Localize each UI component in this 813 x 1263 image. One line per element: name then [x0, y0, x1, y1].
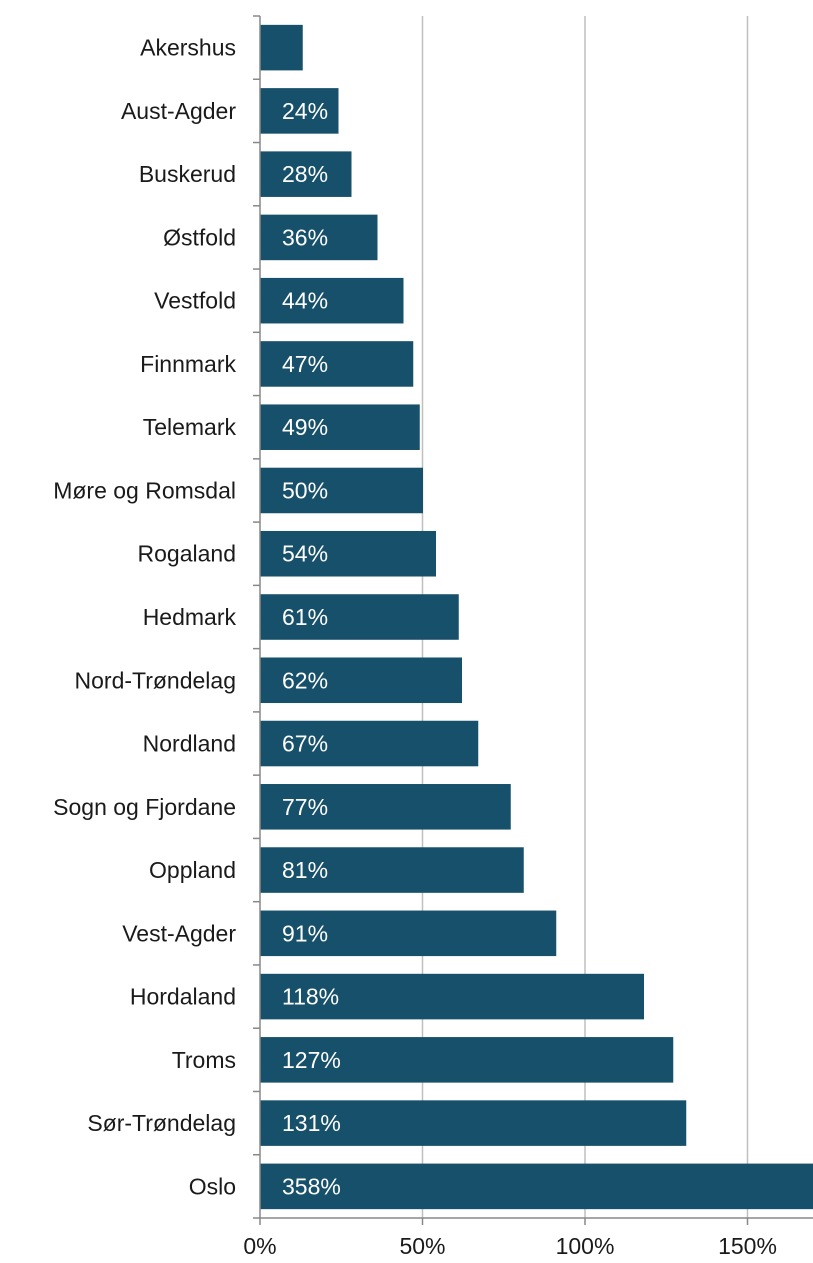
bar [260, 467, 423, 514]
category-label: Nord-Trøndelag [75, 667, 236, 693]
x-tick-label: 150% [718, 1233, 777, 1259]
bar [260, 341, 414, 387]
data-label: 54% [282, 541, 328, 567]
bar [260, 720, 479, 767]
bar [260, 404, 420, 450]
category-label: Hedmark [143, 604, 237, 630]
data-label: 118% [282, 984, 339, 1010]
axes [253, 15, 813, 1225]
data-label: 131% [282, 1110, 341, 1136]
data-label: 81% [282, 857, 328, 883]
bar [260, 847, 524, 893]
category-label: Vestfold [154, 288, 236, 314]
category-label: Hordaland [130, 984, 236, 1010]
data-label: 44% [282, 288, 328, 314]
category-label: Sør-Trøndelag [87, 1110, 236, 1136]
bar [260, 88, 339, 134]
bar [260, 151, 352, 197]
category-label: Oppland [149, 857, 236, 883]
x-tick-label: 100% [556, 1233, 615, 1259]
bar [260, 657, 462, 704]
category-label: Buskerud [139, 161, 236, 187]
data-label: 24% [282, 98, 328, 124]
category-label: Aust-Agder [121, 98, 236, 124]
category-label: Finnmark [140, 351, 236, 377]
category-label: Vest-Agder [122, 920, 236, 946]
category-label: Akershus [140, 35, 236, 61]
data-label: 47% [282, 351, 328, 377]
data-label: 77% [282, 794, 328, 820]
x-tick-label: 50% [399, 1233, 445, 1259]
bar [260, 1163, 813, 1210]
category-label: Møre og Romsdal [53, 477, 236, 503]
data-label: 67% [282, 731, 328, 757]
data-label: 28% [282, 161, 328, 187]
data-label: 127% [282, 1047, 341, 1073]
bar [260, 1037, 674, 1083]
bar [260, 24, 303, 71]
data-label: 36% [282, 224, 328, 250]
category-label: Sogn og Fjordane [53, 794, 236, 820]
bar [260, 530, 436, 577]
data-label: 49% [282, 414, 328, 440]
category-label: Rogaland [138, 541, 236, 567]
category-label: Nordland [143, 731, 236, 757]
category-label: Troms [172, 1047, 236, 1073]
bar [260, 1100, 687, 1146]
bar [260, 973, 644, 1020]
data-label: 358% [282, 1173, 341, 1199]
data-label: 62% [282, 667, 328, 693]
x-tick-label: 0% [243, 1233, 276, 1259]
bars [260, 24, 813, 1210]
category-label: Oslo [189, 1173, 236, 1199]
data-label: 50% [282, 477, 328, 503]
category-label: Østfold [163, 224, 236, 250]
data-label: 61% [282, 604, 328, 630]
bar [260, 594, 459, 640]
bar [260, 277, 404, 324]
labels: 0% 50% 100% 150% Akershus Aust-Agder 24% Busker… [53, 35, 777, 1259]
bar [260, 214, 378, 261]
bar [260, 784, 511, 830]
data-label: 91% [282, 920, 328, 946]
bar [260, 910, 557, 957]
category-label: Telemark [143, 414, 237, 440]
